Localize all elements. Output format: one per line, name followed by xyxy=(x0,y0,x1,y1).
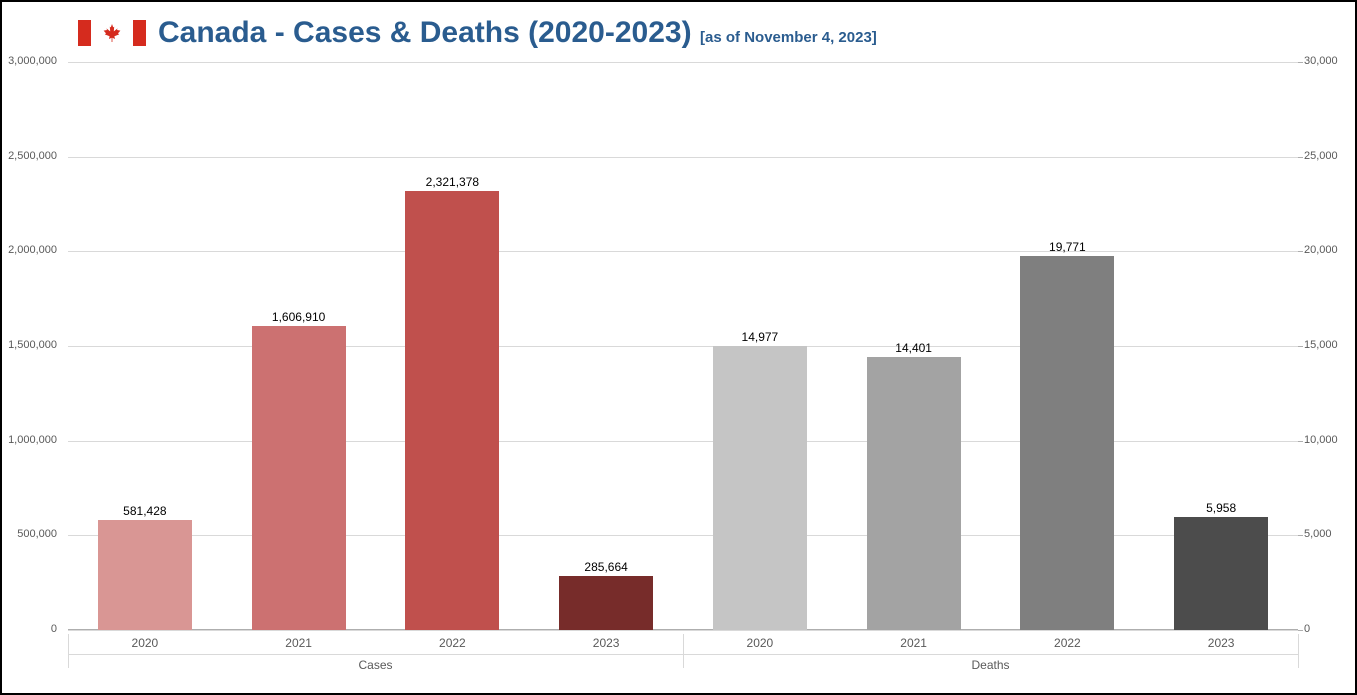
ytick-right: 30,000 xyxy=(1304,55,1354,67)
canada-flag-icon xyxy=(78,20,146,46)
xgroup-label-deaths: Deaths xyxy=(971,658,1009,672)
group-edge xyxy=(1298,634,1299,668)
bar-cases-2023: 285,664 xyxy=(559,560,653,630)
group-separator xyxy=(683,634,684,668)
bar-cases-2022: 2,321,378 xyxy=(405,175,499,631)
bar-deaths-2021: 14,401 xyxy=(867,341,961,630)
xtick-label: 2020 xyxy=(747,636,774,650)
bar-deaths-2023: 5,958 xyxy=(1174,501,1268,630)
plot-area: 581,428 1,606,910 2,321,378 285,664 14,977 14… xyxy=(68,62,1298,630)
ytick-left: 2,500,000 xyxy=(7,150,57,162)
title-main: Canada - Cases & Deaths (2020-2023) xyxy=(158,16,692,49)
ytick-right: 25,000 xyxy=(1304,150,1354,162)
bar-rect xyxy=(867,357,961,630)
bar-rect xyxy=(252,326,346,630)
title-row: Canada - Cases & Deaths (2020-2023) [as … xyxy=(78,16,877,50)
tick-mark xyxy=(1298,441,1303,442)
tick-mark xyxy=(1298,157,1303,158)
bar-value-label: 2,321,378 xyxy=(426,175,479,189)
ytick-right: 5,000 xyxy=(1304,528,1354,540)
bar-value-label: 14,401 xyxy=(895,341,932,355)
bar-value-label: 5,958 xyxy=(1206,501,1236,515)
bar-value-label: 14,977 xyxy=(742,330,779,344)
bar-cases-2021: 1,606,910 xyxy=(252,310,346,630)
tick-mark xyxy=(1298,251,1303,252)
tick-mark xyxy=(1298,62,1303,63)
ytick-left: 1,500,000 xyxy=(7,339,57,351)
bar-rect xyxy=(405,191,499,631)
ytick-right: 0 xyxy=(1304,623,1354,635)
tick-mark xyxy=(1298,535,1303,536)
chart-title: Canada - Cases & Deaths (2020-2023) [as … xyxy=(158,16,877,50)
bar-value-label: 1,606,910 xyxy=(272,310,325,324)
ytick-left: 500,000 xyxy=(7,528,57,540)
xtick-label: 2022 xyxy=(1054,636,1081,650)
xtick-label: 2020 xyxy=(132,636,159,650)
ytick-right: 20,000 xyxy=(1304,244,1354,256)
tick-mark xyxy=(1298,346,1303,347)
gridline xyxy=(68,157,1298,158)
title-subtitle: [as of November 4, 2023] xyxy=(700,29,877,46)
xgroup-label-cases: Cases xyxy=(358,658,392,672)
ytick-left: 1,000,000 xyxy=(7,434,57,446)
ytick-left: 0 xyxy=(7,623,57,635)
ytick-left: 3,000,000 xyxy=(7,55,57,67)
gridline xyxy=(68,630,1298,631)
xtick-label: 2023 xyxy=(1208,636,1235,650)
bar-value-label: 19,771 xyxy=(1049,240,1086,254)
xtick-label: 2021 xyxy=(900,636,927,650)
ytick-right: 15,000 xyxy=(1304,339,1354,351)
bar-deaths-2022: 19,771 xyxy=(1020,240,1114,630)
xtick-label: 2023 xyxy=(593,636,620,650)
bar-rect xyxy=(1174,517,1268,630)
ytick-left: 2,000,000 xyxy=(7,244,57,256)
xtick-label: 2022 xyxy=(439,636,466,650)
tick-mark xyxy=(1298,630,1303,631)
maple-leaf-icon xyxy=(102,23,122,43)
bar-rect xyxy=(559,576,653,630)
bar-value-label: 581,428 xyxy=(123,504,166,518)
ytick-right: 10,000 xyxy=(1304,434,1354,446)
bar-rect xyxy=(98,520,192,630)
bar-rect xyxy=(713,346,807,630)
bar-deaths-2020: 14,977 xyxy=(713,330,807,630)
xtick-label: 2021 xyxy=(285,636,312,650)
bar-value-label: 285,664 xyxy=(584,560,627,574)
group-edge xyxy=(68,634,69,668)
bar-cases-2020: 581,428 xyxy=(98,504,192,630)
xgroup-line xyxy=(68,654,1298,655)
chart-frame: Canada - Cases & Deaths (2020-2023) [as … xyxy=(0,0,1357,695)
gridline xyxy=(68,62,1298,63)
bar-rect xyxy=(1020,256,1114,630)
